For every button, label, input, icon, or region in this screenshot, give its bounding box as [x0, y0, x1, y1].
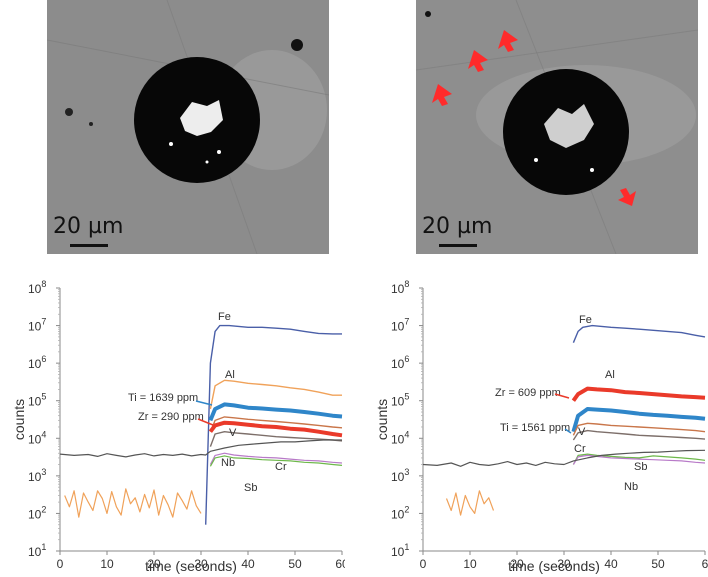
series-line-cr — [572, 429, 706, 441]
series-line-nb — [572, 454, 706, 465]
y-axis-label: counts — [374, 399, 390, 440]
series-line-v — [209, 416, 343, 432]
y-tick-label: 107 — [28, 317, 46, 334]
annotation-label: Zr = 609 ppm — [495, 387, 561, 399]
series-line-zr — [571, 386, 706, 402]
y-tick-label: 106 — [28, 354, 46, 371]
series-label-nb: Nb — [221, 457, 235, 469]
series-label-sb: Sb — [634, 461, 647, 473]
y-tick-label: 103 — [391, 467, 409, 484]
x-tick-label: 30 — [557, 557, 571, 571]
y-tick-label: 102 — [391, 504, 409, 521]
x-tick-label: 20 — [510, 557, 524, 571]
x-tick-label: 0 — [420, 557, 427, 571]
y-tick-label: 108 — [391, 279, 409, 296]
scale-bar-label: 20 µm — [422, 214, 493, 239]
y-tick-label: 103 — [28, 467, 46, 484]
x-tick-label: 60 — [335, 557, 345, 571]
y-axis-label: counts — [11, 399, 27, 440]
sem-image-left: 20 µm — [47, 0, 329, 254]
scale-bar — [70, 244, 108, 247]
chart-right-svg: 101 102 103 104 105 106 107 108 0 10 20 30 40 50 6 time… — [374, 279, 708, 574]
series-line-ti — [208, 402, 343, 422]
x-tick-label: 0 — [57, 557, 64, 571]
series-label-cr: Cr — [574, 443, 586, 455]
annotation-label: Zr = 290 ppm — [138, 411, 204, 423]
annotation-label: Ti = 1561 ppm — [500, 422, 570, 434]
series-line-unlabeled-9 — [64, 488, 202, 518]
y-tick-label: 105 — [391, 392, 409, 409]
x-tick-label: 40 — [604, 557, 618, 571]
x-tick-label: 30 — [194, 557, 208, 571]
x-tick-label: 10 — [463, 557, 477, 571]
red-arrow-marker — [432, 84, 452, 106]
sem-micrograph-right — [416, 0, 698, 254]
series-line-unlabeled-8 — [422, 449, 706, 467]
series-label-fe: Fe — [218, 311, 231, 323]
scale-bar — [439, 244, 477, 247]
y-tick-label: 101 — [391, 542, 409, 559]
scale-bar-label: 20 µm — [53, 214, 124, 239]
chart-right: 101 102 103 104 105 106 107 108 0 10 20 30 40 50 6 time… — [363, 265, 708, 577]
y-tick-label: 102 — [28, 504, 46, 521]
series-label-cr: Cr — [275, 461, 287, 473]
x-tick-label: 50 — [288, 557, 302, 571]
series-label-fe: Fe — [579, 314, 592, 326]
chart-left-svg: 101 102 103 104 105 106 107 108 0 10 20 30 40 50 60 tim… — [11, 279, 345, 574]
annotation-arrow — [554, 393, 570, 399]
x-tick-label: 10 — [100, 557, 114, 571]
chart-left: 101 102 103 104 105 106 107 108 0 10 20 30 40 50 60 tim… — [0, 265, 345, 577]
series-line-unlabeled-9 — [445, 490, 495, 516]
x-tick-label: 40 — [241, 557, 255, 571]
series-label-sb: Sb — [244, 482, 257, 494]
x-axis-label: time (seconds) — [508, 558, 600, 574]
x-tick-label: 20 — [147, 557, 161, 571]
y-tick-label: 101 — [28, 542, 46, 559]
x-tick-label: 50 — [651, 557, 665, 571]
red-arrow-marker — [468, 50, 488, 72]
series-line-sb — [209, 455, 343, 467]
series-line-fe — [572, 324, 706, 343]
series-line-fe — [205, 324, 342, 525]
series-line-sb — [572, 453, 706, 465]
annotation-arrow — [197, 418, 214, 426]
y-tick-label: 107 — [391, 317, 409, 334]
series-line-v — [572, 422, 706, 436]
series-label-al: Al — [605, 369, 615, 381]
series-label-nb: Nb — [624, 481, 638, 493]
red-arrow-marker — [498, 30, 518, 52]
sem-image-right: 20 µm — [416, 0, 698, 254]
series-line-nb — [209, 452, 343, 465]
series-label-v: V — [229, 427, 237, 439]
x-tick-label: 6 — [702, 557, 708, 571]
series-line-al — [209, 379, 342, 410]
y-tick-label: 105 — [28, 392, 46, 409]
y-tick-label: 104 — [391, 429, 409, 446]
y-tick-label: 104 — [28, 429, 46, 446]
series-line-zr — [208, 420, 343, 438]
series-line-unlabeled-8 — [59, 439, 342, 458]
series-label-al: Al — [225, 369, 235, 381]
annotation-label: Ti = 1639 ppm — [128, 392, 198, 404]
red-arrow-marker — [618, 188, 636, 206]
sem-micrograph-left — [47, 0, 329, 254]
series-line-cr — [209, 430, 343, 447]
series-line-ti — [571, 407, 706, 433]
y-tick-label: 106 — [391, 354, 409, 371]
annotation-arrow — [564, 428, 572, 434]
series-label-v: V — [578, 426, 586, 438]
y-tick-label: 108 — [28, 279, 46, 296]
annotation-arrow — [195, 400, 213, 406]
x-axis-label: time (seconds) — [145, 558, 237, 574]
